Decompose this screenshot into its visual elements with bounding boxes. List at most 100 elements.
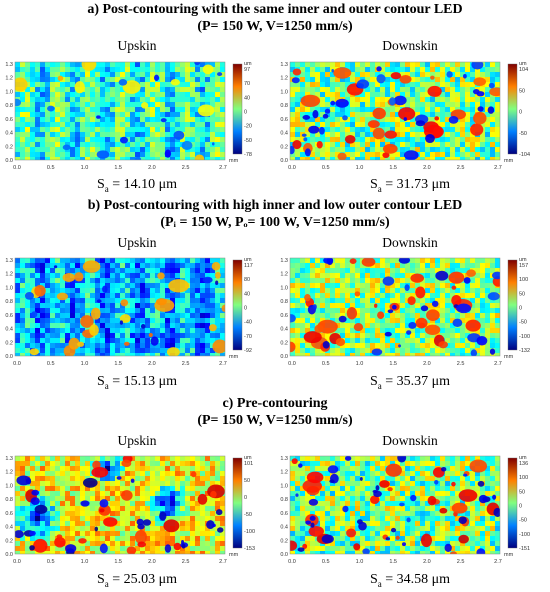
x-tick-label: 2.5: [457, 361, 465, 367]
color-scale-label: 0: [244, 306, 247, 312]
x-tick-label: 2.5: [182, 165, 190, 171]
x-tick-label: 0.0: [13, 559, 21, 565]
color-scale-unit: um: [244, 257, 252, 263]
surface-texture: [15, 456, 225, 554]
y-tick-label: 1.2: [280, 470, 288, 476]
y-tick-label: 0.4: [280, 327, 288, 333]
y-tick-label: 0.0: [5, 158, 13, 164]
color-scale-unit: um: [244, 61, 252, 67]
y-tick-label: 1.0: [5, 483, 13, 489]
y-tick-label: 1.2: [280, 272, 288, 278]
section-b-subtitle: (Pᵢ = 150 W, Pₒ= 100 W, V=1250 mm/s): [160, 215, 390, 230]
y-tick-label: 1.3: [5, 456, 13, 462]
section-a-downskin-label: Downskin: [382, 38, 438, 53]
color-scale-label: 0: [244, 495, 247, 501]
x-tick-label: 1.5: [389, 559, 397, 565]
x-tick-label: 0.5: [322, 165, 330, 171]
x-axis-unit: mm: [504, 354, 514, 360]
section-c-subtitle: (P= 150 W, V=1250 mm/s): [197, 413, 353, 428]
x-tick-label: 0.5: [47, 559, 55, 565]
color-scale-label: 100: [519, 277, 528, 283]
x-tick-label: 2.5: [457, 165, 465, 171]
x-tick-label: 1.5: [389, 361, 397, 367]
color-scale-label: -151: [519, 546, 530, 552]
x-tick-label: 1.0: [356, 361, 364, 367]
section-b-title: b) Post-contouring with high inner and l…: [87, 198, 463, 213]
color-scale-label: -50: [244, 512, 252, 518]
color-scale-label: -100: [519, 334, 530, 340]
section-a-upskin-label: Upskin: [117, 38, 157, 53]
color-scale-label: -40: [244, 320, 252, 326]
color-scale-label: -132: [519, 348, 530, 354]
x-tick-label: 2.7: [494, 559, 502, 565]
x-tick-label: 1.0: [356, 165, 364, 171]
x-tick-label: 0.0: [288, 165, 296, 171]
y-tick-label: 1.3: [280, 62, 288, 68]
y-tick-label: 0.0: [280, 158, 288, 164]
surface-texture: [290, 456, 500, 554]
y-tick-label: 1.2: [5, 470, 13, 476]
color-scale-label: -20: [244, 124, 252, 130]
x-tick-label: 0.0: [288, 361, 296, 367]
color-scale-label: -100: [244, 529, 255, 535]
color-scale-bar: [232, 457, 243, 549]
color-scale-label: 0: [244, 110, 247, 116]
color-scale-label: 157: [519, 263, 528, 269]
section-c-downskin-label: Downskin: [382, 433, 438, 448]
x-tick-label: 2.0: [148, 559, 156, 565]
y-tick-label: 0.2: [5, 144, 13, 150]
section-a-downskin-sa: Sa = 31.73 μm: [369, 177, 451, 194]
color-scale-label: -100: [519, 532, 530, 538]
x-tick-label: 2.7: [494, 361, 502, 367]
color-scale-bar: [507, 63, 518, 155]
color-scale-label: 0: [519, 110, 522, 116]
color-scale-unit: um: [244, 455, 252, 461]
y-tick-label: 0.6: [5, 117, 13, 123]
section-a-subtitle: (P= 150 W, V=1250 mm/s): [197, 19, 353, 34]
x-tick-label: 0.0: [13, 165, 21, 171]
y-tick-label: 1.3: [280, 456, 288, 462]
y-tick-label: 1.2: [5, 272, 13, 278]
y-tick-label: 0.8: [5, 103, 13, 109]
x-tick-label: 2.7: [219, 165, 227, 171]
y-tick-label: 0.2: [280, 538, 288, 544]
color-scale-label: 104: [519, 67, 528, 73]
y-tick-label: 0.2: [280, 340, 288, 346]
section-a-upskin-sa: Sa = 14.10 μm: [96, 177, 178, 194]
y-tick-label: 0.4: [5, 131, 13, 137]
color-scale-bar: [507, 457, 518, 549]
x-tick-label: 0.5: [47, 165, 55, 171]
y-tick-label: 1.3: [5, 258, 13, 264]
x-tick-label: 1.5: [114, 165, 122, 171]
y-tick-label: 0.0: [5, 354, 13, 360]
x-tick-label: 1.5: [114, 559, 122, 565]
color-scale-label: -50: [519, 131, 527, 137]
section-c-downskin-sa: Sa = 34.58 μm: [369, 572, 451, 589]
x-axis-unit: mm: [504, 552, 514, 558]
x-tick-label: 0.0: [13, 361, 21, 367]
y-tick-label: 0.4: [5, 525, 13, 531]
x-tick-label: 1.0: [81, 361, 89, 367]
color-scale-label: 117: [244, 263, 253, 269]
x-tick-label: 1.0: [356, 559, 364, 565]
color-scale-label: 50: [519, 88, 525, 94]
section-b-upskin-label: Upskin: [117, 235, 157, 250]
color-scale-label: 0: [519, 504, 522, 510]
color-scale-label: 80: [244, 277, 250, 283]
color-scale-label: 40: [244, 291, 250, 297]
color-scale-label: 50: [519, 489, 525, 495]
color-scale-label: -50: [519, 518, 527, 524]
section-c-upskin-surface-map: 1.3 1.2 1.0 0.8 0.6 0.4 0.2 0.00.0 0.5 1.0 1.5 2.0 2…: [5, 455, 255, 565]
y-tick-label: 1.2: [5, 76, 13, 82]
y-tick-label: 0.8: [5, 299, 13, 305]
x-tick-label: 1.0: [81, 165, 89, 171]
surface-texture: [290, 258, 500, 356]
section-a-title: a) Post-contouring with the same inner a…: [87, 2, 463, 17]
section-c-upskin-label: Upskin: [117, 433, 157, 448]
color-scale-label: -50: [244, 138, 252, 144]
x-tick-label: 2.7: [494, 165, 502, 171]
y-tick-label: 0.6: [5, 511, 13, 517]
x-tick-label: 2.7: [219, 559, 227, 565]
color-scale-label: -104: [519, 152, 530, 158]
x-axis-unit: mm: [229, 158, 239, 164]
